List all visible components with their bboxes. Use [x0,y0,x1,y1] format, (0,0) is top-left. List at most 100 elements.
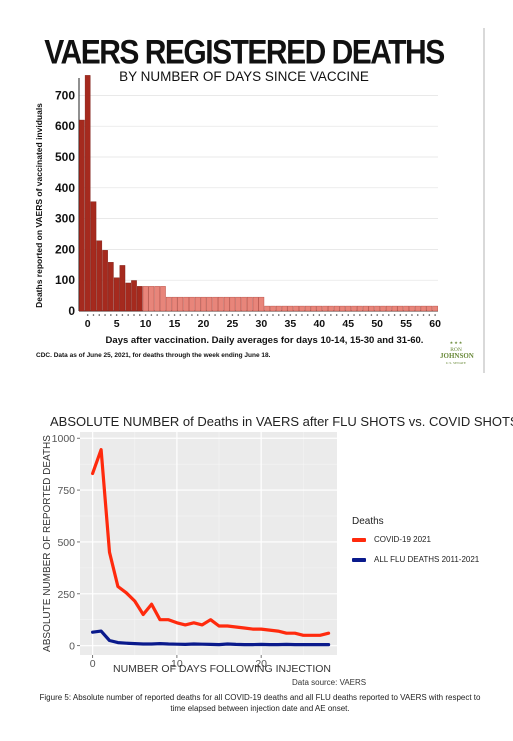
bar [333,305,340,312]
bar [258,296,265,312]
x-tick-dot [318,314,321,316]
bar [102,250,108,312]
x-tick-dot [306,314,309,316]
y-tick-label: 700 [55,88,75,102]
bar [79,119,85,312]
x-tick-dot [196,314,199,316]
x-tick-dot [179,314,182,316]
x-tick-dot [289,314,292,316]
bar [357,305,363,312]
ron-johnson-logo: ★ ★ ★ RON JOHNSON U.S. SENATE [440,340,474,365]
x-tick-dot [312,314,315,316]
bar [293,305,299,312]
x-tick-dot [335,314,338,316]
bar [275,305,282,312]
x-tick-dot [220,314,222,316]
x-tick-dot [295,314,297,316]
bar [171,296,178,312]
bar [270,305,276,312]
x-tick-label: 35 [285,318,297,330]
bar [374,305,380,312]
bar [84,75,91,312]
y-axis-label: ABSOLUTE NUMBER OF REPORTED DEATHS [42,435,53,652]
bar [194,296,201,312]
x-tick-label: 10 [140,318,152,330]
x-tick-dot [341,314,344,316]
bar [247,296,253,312]
x-tick-dot [254,314,257,316]
y-axis-label: Deaths reported on VAERS of vaccinated i… [34,103,44,308]
x-tick-dot [428,314,431,316]
x-tick-dot [353,314,355,316]
x-tick-label: 50 [371,318,383,330]
x-tick-dot [173,314,176,316]
legend-label-covid: COVID-19 2021 [374,535,431,544]
x-tick-dot [277,314,280,316]
bar [322,305,328,312]
legend-title: Deaths [352,516,384,527]
flu-line [90,629,331,647]
x-tick-dot [387,314,390,316]
x-tick-dot [266,314,268,316]
bar [287,305,294,312]
x-tick-dot [133,314,135,316]
x-tick-dot [162,314,164,316]
bar [339,305,346,312]
bar [148,286,155,312]
panel-divider [483,28,485,373]
bar [131,280,137,312]
x-tick-dot [434,314,436,316]
bar [385,305,392,312]
x-tick-dot [214,314,216,316]
x-tick-dot [115,314,118,316]
bar [252,296,259,312]
data-source-note: Data source: VAERS [292,678,367,687]
x-tick-dot [422,314,425,316]
x-axis-label: NUMBER OF DAYS FOLLOWING INJECTION [113,663,331,675]
bar [281,305,288,312]
x-tick-label: 60 [429,318,441,330]
chart-title: VAERS REGISTERED DEATHS [44,33,445,72]
y-tick-label: 100 [55,273,75,287]
bar [328,305,334,312]
bar [426,305,433,312]
x-tick-dot [225,314,228,316]
bar [90,201,97,312]
bar [420,305,427,312]
bar [241,296,247,312]
x-tick-dot [98,314,101,316]
line-chart-title: ABSOLUTE NUMBER of Deaths in VAERS after… [50,414,513,429]
bar [229,296,236,312]
bar [409,305,415,312]
bar [108,262,114,312]
bar [96,240,103,312]
y-tick-label: 600 [55,119,75,133]
bar [403,305,409,312]
covid-line [90,448,331,637]
vaers-deaths-bar-chart: VAERS REGISTERED DEATHS BY NUMBER OF DAY… [28,28,485,373]
x-tick-label: 0 [90,658,96,670]
y-tick-label: 0 [69,641,75,653]
source-note: CDC. Data as of June 25, 2021, for death… [36,352,271,359]
x-tick-dot [382,314,384,316]
y-tick-label: 0 [68,304,75,318]
x-tick-dot [156,314,158,316]
bar [200,296,207,312]
x-tick-dot [138,314,141,316]
x-tick-label: 40 [313,318,325,330]
bar [235,296,242,312]
legend-item-flu: ALL FLU DEATHS 2011-2021 [352,555,479,564]
bar [125,282,132,312]
bar [212,296,218,312]
plot-background [80,432,337,655]
x-tick-dot [243,314,245,316]
bar [137,286,143,312]
bar [397,305,404,312]
y-tick-label: 500 [57,537,75,549]
bar [206,296,213,312]
bar [351,305,357,312]
x-tick-dot [121,314,124,316]
bar [380,305,386,312]
x-tick-dot [405,314,407,316]
x-tick-dot [191,314,193,316]
